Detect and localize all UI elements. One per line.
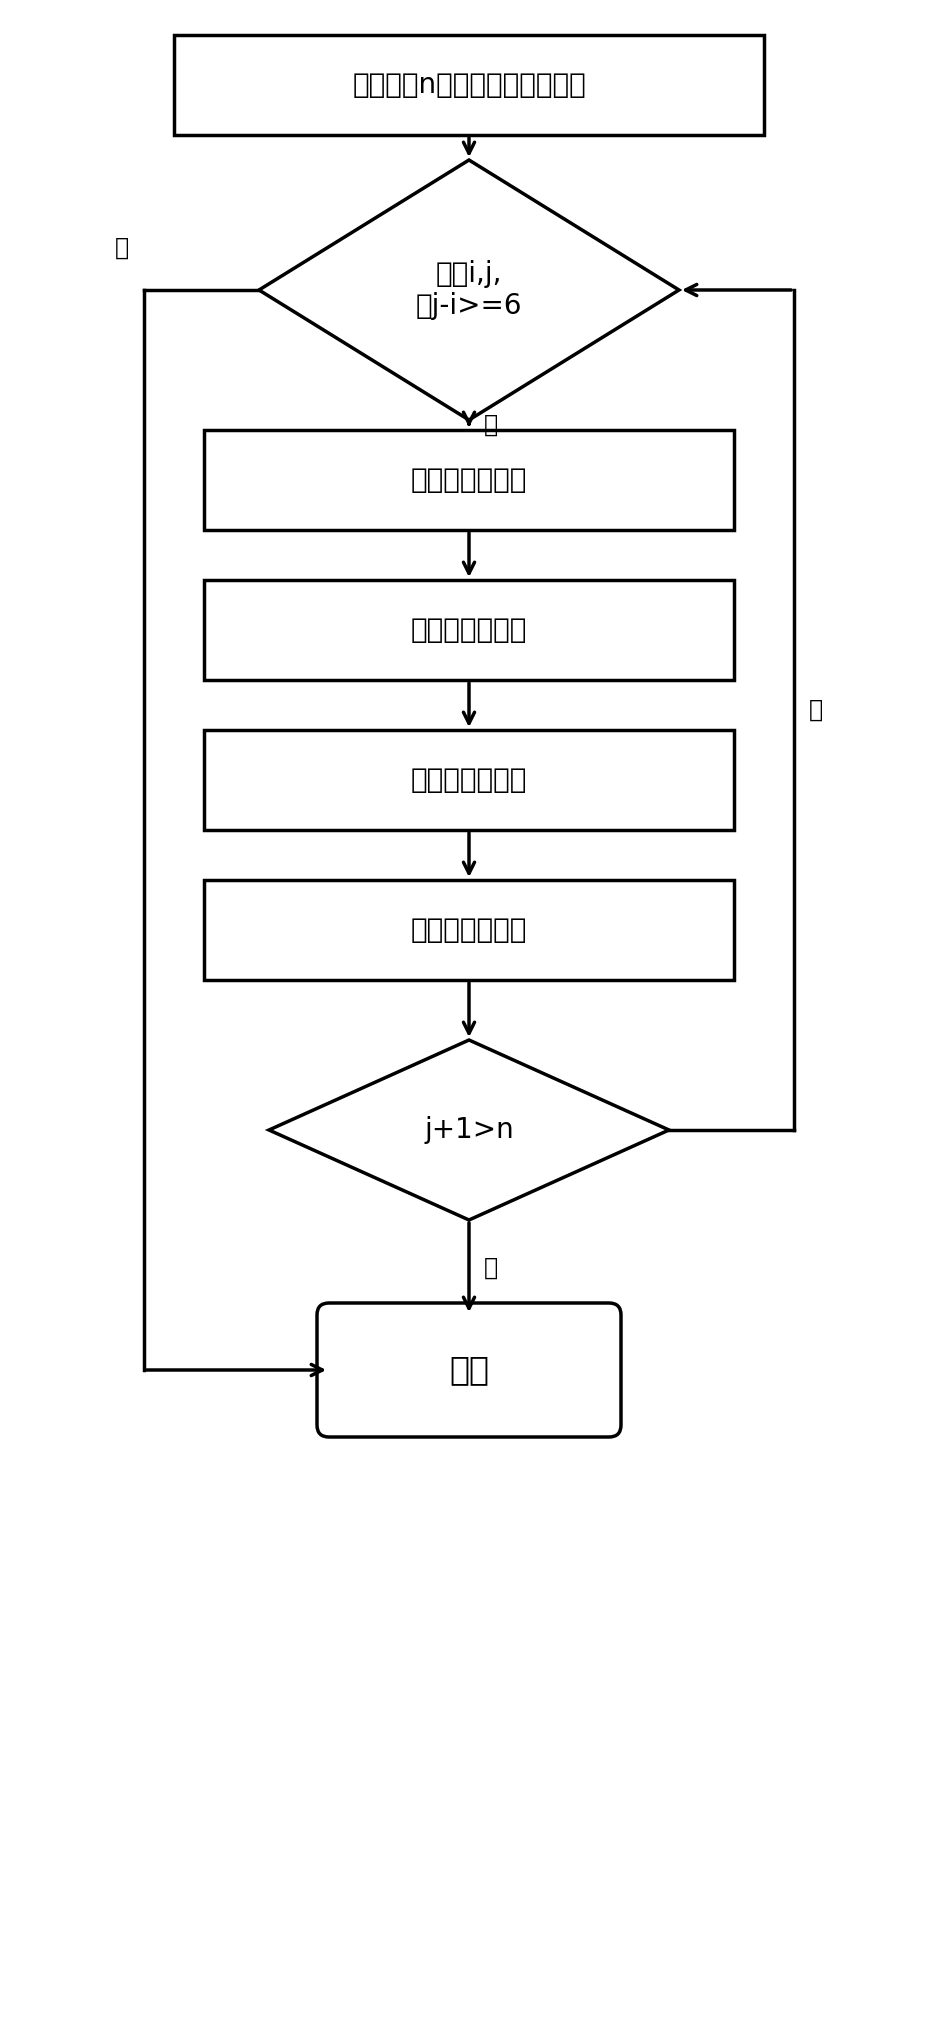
Text: 随机输入n个核糖核酸碱基序列: 随机输入n个核糖核酸碱基序列 bbox=[352, 71, 586, 99]
Text: 连续堆叠的查找: 连续堆叠的查找 bbox=[411, 466, 527, 494]
Text: 否: 否 bbox=[114, 235, 129, 259]
Bar bbox=[204, 430, 734, 531]
Text: 存在i,j,
且j-i>=6: 存在i,j, 且j-i>=6 bbox=[416, 259, 522, 320]
Text: 否: 否 bbox=[809, 699, 824, 721]
Text: 结束: 结束 bbox=[449, 1353, 489, 1386]
Text: j+1>n: j+1>n bbox=[424, 1116, 514, 1145]
Text: 是: 是 bbox=[484, 413, 498, 438]
Text: 连续堆叠的确定: 连续堆叠的确定 bbox=[411, 616, 527, 644]
Polygon shape bbox=[269, 1039, 669, 1220]
Text: 是: 是 bbox=[484, 1256, 498, 1280]
FancyBboxPatch shape bbox=[317, 1303, 621, 1436]
Text: 扩展结构的确定: 扩展结构的确定 bbox=[411, 916, 527, 944]
Bar bbox=[204, 879, 734, 981]
Bar bbox=[174, 34, 764, 136]
Text: 扩展结构的查找: 扩展结构的查找 bbox=[411, 766, 527, 794]
Bar bbox=[204, 729, 734, 831]
Polygon shape bbox=[259, 160, 679, 419]
Bar bbox=[204, 579, 734, 681]
